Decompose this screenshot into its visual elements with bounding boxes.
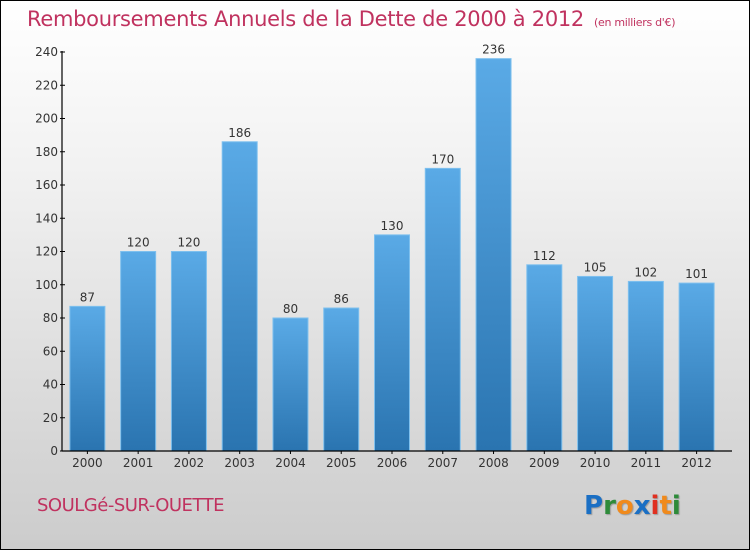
y-tick-label-160: 160 [35,178,58,192]
bar-2009 [526,264,563,452]
logo-letter: i [650,491,660,521]
x-tick-label-2010: 2010 [580,456,611,470]
x-tick-label-2012: 2012 [681,456,712,470]
value-label-2005: 86 [334,292,349,306]
y-tick-label-220: 220 [35,78,58,92]
y-tick-label-60: 60 [43,344,58,358]
bar-2008 [475,58,512,452]
value-label-2009: 112 [533,249,556,263]
bar-2010 [577,275,614,452]
bar-2012 [678,282,715,452]
x-tick-label-2002: 2002 [174,456,205,470]
y-tick-label-200: 200 [35,112,58,126]
value-label-2003: 186 [228,126,251,140]
logo-letter: o [615,491,634,521]
bar-2006 [374,234,410,452]
value-label-2000: 87 [80,290,95,304]
value-label-2006: 130 [381,219,404,233]
proxiti-logo[interactable]: Proxiti [584,491,681,521]
logo-letter: P [584,491,604,521]
logo-letter: t [659,491,672,521]
axes-group: 2000 2001 2002 2003 2004 2005 2006 2007 2008 2009… [35,45,732,470]
value-label-2011: 102 [634,265,657,279]
y-tick-label-80: 80 [43,311,58,325]
x-tick-label-2000: 2000 [72,456,103,470]
bars-group: 87 120 120 186 80 86 130 170 236 112 105 102 101 [69,43,715,452]
logo-letter: x [633,491,651,521]
y-tick-label-240: 240 [35,45,58,59]
value-label-2010: 105 [584,260,607,274]
city-name: SOULGé-SUR-OUETTE [37,495,224,516]
y-tick-label-20: 20 [43,411,58,425]
value-label-2012: 101 [685,267,708,281]
x-tick-label-2001: 2001 [123,456,154,470]
bar-2011 [627,280,664,452]
title-text: Remboursements Annuels de la Dette de 20… [27,7,584,31]
value-label-2001: 120 [127,236,150,250]
x-tick-label-2011: 2011 [631,456,662,470]
bar-2000 [69,305,106,452]
y-tick-label-100: 100 [35,278,58,292]
value-label-2002: 120 [177,236,200,250]
x-tick-label-2003: 2003 [224,456,255,470]
logo-letter: r [603,491,616,521]
value-label-2007: 170 [431,152,454,166]
x-tick-label-2006: 2006 [377,456,408,470]
value-label-2008: 236 [482,43,505,57]
chart-title: Remboursements Annuels de la Dette de 20… [27,7,675,31]
y-tick-label-0: 0 [50,444,58,458]
x-tick-label-2008: 2008 [478,456,509,470]
y-tick-label-40: 40 [43,378,58,392]
bar-2001 [120,251,157,452]
logo-letter: i [671,491,681,521]
x-tick-label-2004: 2004 [275,456,306,470]
y-tick-label-180: 180 [35,145,58,159]
y-tick-label-120: 120 [35,245,58,259]
bar-2007 [424,167,461,452]
x-tick-label-2009: 2009 [529,456,560,470]
bar-2002 [170,251,207,452]
y-tick-label-140: 140 [35,211,58,225]
bar-2005 [323,307,360,452]
x-tick-label-2005: 2005 [326,456,357,470]
chart-subtitle: (en milliers d'€) [594,16,676,29]
x-tick-label-2007: 2007 [427,456,458,470]
bar-2004 [272,317,309,452]
bar-2003 [221,141,258,452]
value-label-2004: 80 [283,302,298,316]
